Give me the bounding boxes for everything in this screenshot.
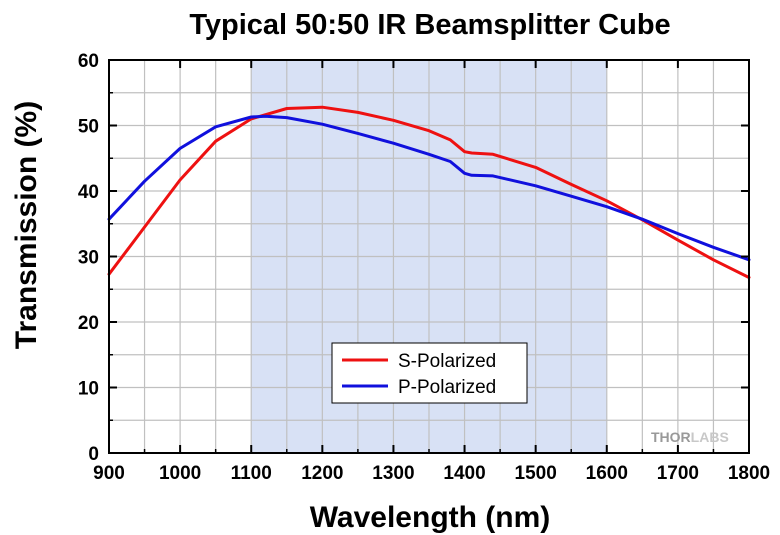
watermark-labs: LABS [691,429,729,445]
x-tick-label: 1000 [159,463,201,484]
x-tick-label: 900 [93,463,125,484]
x-tick-labels: 900 1000 1100 1200 1300 1400 1500 1600 1700 1800 [93,463,770,484]
y-axis-title: Transmission (%) [10,101,43,349]
chart-title: Typical 50:50 IR Beamsplitter Cube [189,9,670,41]
series-line-p-polarized [107,114,751,262]
y-tick-label: 60 [78,51,99,72]
x-tick-label: 1800 [728,463,770,484]
series-group [107,105,751,279]
legend: S-Polarized P-Polarized [331,342,528,404]
x-tick-label: 1300 [372,463,414,484]
x-tick-label: 1100 [231,463,272,484]
svg-text:THORLABS: THORLABS [651,429,729,445]
x-tick-label: 1600 [586,463,628,484]
y-tick-label: 50 [78,117,99,138]
x-tick-label: 1500 [515,463,557,484]
y-tick-label: 40 [78,182,99,203]
y-tick-label: 10 [78,379,99,400]
legend-label-p-polarized: P-Polarized [398,377,496,398]
x-tick-label: 1200 [301,463,343,484]
x-tick-label: 1700 [657,463,699,484]
legend-box [331,342,528,404]
thorlabs-watermark: THORLABS [651,429,729,445]
y-tick-label: 20 [78,313,99,334]
x-tick-label: 1400 [443,463,485,484]
plot-area [107,59,751,454]
y-tick-labels: 0 10 20 30 40 50 60 [78,51,99,465]
y-tick-label: 0 [88,444,99,465]
axis-ticks [108,59,750,454]
y-tick-label: 30 [78,248,99,269]
legend-label-s-polarized: S-Polarized [398,351,496,372]
x-axis-title: Wavelength (nm) [310,501,551,534]
watermark-thor: THOR [651,429,691,445]
